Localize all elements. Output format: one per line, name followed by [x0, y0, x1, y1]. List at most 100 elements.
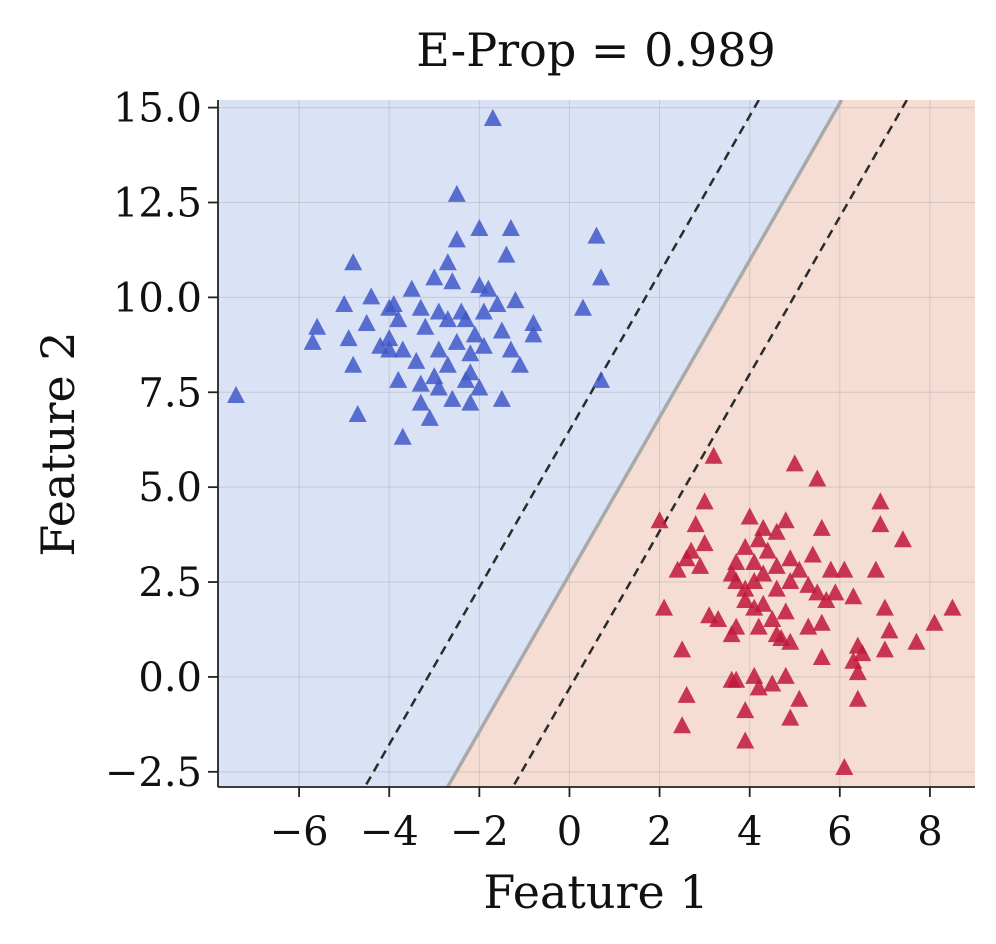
- red-triangle-point: [695, 492, 714, 510]
- blue-triangle-point: [380, 329, 399, 347]
- x-tick-label: 4: [737, 809, 762, 855]
- blue-triangle-point: [479, 279, 498, 297]
- red-triangle-point: [785, 454, 804, 472]
- x-tick-label: −4: [360, 809, 419, 855]
- x-tick-label: 6: [827, 809, 852, 855]
- blue-triangle-point: [303, 332, 322, 350]
- blue-triangle-point: [357, 313, 376, 331]
- red-triangle-point: [812, 518, 831, 536]
- blue-triangle-point: [344, 355, 363, 373]
- blue-triangle-point: [407, 351, 426, 369]
- red-triangle-point: [875, 640, 894, 658]
- red-triangle-point: [844, 587, 863, 605]
- blue-triangle-point: [456, 310, 475, 328]
- red-triangle-point: [686, 515, 705, 533]
- red-triangle-point: [736, 537, 755, 555]
- blue-triangle-point: [380, 340, 399, 358]
- blue-triangle-point: [344, 253, 363, 271]
- y-tick-label: −2.5: [105, 750, 202, 796]
- red-triangle-point: [808, 583, 827, 601]
- y-tick-label: 12.5: [113, 180, 202, 226]
- red-triangle-point: [767, 579, 786, 597]
- red-triangle-point: [650, 511, 669, 529]
- x-tick-label: −2: [450, 809, 509, 855]
- chart-title: E-Prop = 0.989: [416, 23, 776, 77]
- blue-triangle-point: [420, 408, 439, 426]
- red-triangle-point: [691, 556, 710, 574]
- red-triangle-point: [821, 560, 840, 578]
- blue-triangle-point: [443, 272, 462, 290]
- y-tick-label: 7.5: [138, 370, 202, 416]
- blue-triangle-point: [465, 325, 484, 343]
- blue-triangle-point: [447, 184, 466, 202]
- red-triangle-point: [709, 609, 728, 627]
- y-tick-label: 0.0: [138, 655, 202, 701]
- data-points: [227, 108, 962, 776]
- blue-triangle-point: [335, 294, 354, 312]
- x-tick-label: 8: [917, 809, 942, 855]
- blue-triangle-point: [573, 298, 592, 316]
- red-triangle-point: [736, 591, 755, 609]
- red-triangle-point: [704, 446, 723, 464]
- blue-triangle-point: [362, 287, 381, 305]
- grid: [218, 100, 975, 787]
- x-tick-label: 2: [647, 809, 672, 855]
- blue-triangle-point: [411, 374, 430, 392]
- blue-triangle-point: [456, 370, 475, 388]
- x-axis-ticks: −6 −4 −2 0 2 4 6 8: [270, 787, 943, 855]
- blue-triangle-point: [389, 370, 408, 388]
- red-triangle-point: [893, 530, 912, 548]
- red-triangle-point: [763, 609, 782, 627]
- blue-triangle-point: [483, 108, 502, 126]
- y-tick-label: 5.0: [138, 465, 202, 511]
- blue-triangle-point: [461, 344, 480, 362]
- blue-triangle-point: [592, 268, 611, 286]
- blue-triangle-point: [492, 389, 511, 407]
- red-triangle-point: [740, 507, 759, 525]
- red-triangle-point: [812, 613, 831, 631]
- red-triangle-point: [781, 572, 800, 590]
- red-triangle-point: [776, 511, 795, 529]
- red-triangle-point: [736, 579, 755, 597]
- upper-margin-line: [363, 100, 760, 787]
- blue-triangle-point: [492, 321, 511, 339]
- red-triangle-point: [880, 621, 899, 639]
- blue-triangle-point: [411, 298, 430, 316]
- red-triangle-point: [871, 492, 890, 510]
- blue-triangle-point: [524, 313, 543, 331]
- red-triangle-point: [826, 583, 845, 601]
- blue-triangle-point: [470, 378, 489, 396]
- blue-triangle-point: [438, 310, 457, 328]
- blue-triangle-point: [501, 340, 520, 358]
- blue-triangle-point: [393, 427, 412, 445]
- red-triangle-point: [695, 534, 714, 552]
- red-triangle-point: [835, 560, 854, 578]
- red-triangle-point: [776, 602, 795, 620]
- red-triangle-point: [677, 685, 696, 703]
- red-triangle-point: [722, 625, 741, 643]
- red-triangle-point: [790, 689, 809, 707]
- red-triangle-point: [745, 553, 764, 571]
- red-triangle-point: [749, 617, 768, 635]
- red-triangle-point: [790, 560, 809, 578]
- blue-triangle-point: [411, 393, 430, 411]
- red-triangle-point: [673, 640, 692, 658]
- axes: [217, 100, 975, 788]
- blue-triangle-point: [501, 219, 520, 237]
- red-triangle-point: [727, 572, 746, 590]
- red-triangle-point: [848, 663, 867, 681]
- red-triangle-point: [853, 644, 872, 662]
- blue-triangle-point: [402, 279, 421, 297]
- blue-triangle-point: [438, 253, 457, 271]
- red-triangle-point: [799, 575, 818, 593]
- x-tick-label: 0: [557, 809, 582, 855]
- red-triangle-point: [727, 670, 746, 688]
- blue-triangle-point: [429, 378, 448, 396]
- y-axis-ticks: −2.5 0.0 2.5 5.0 7.5 10.0 12.5 15.0: [105, 86, 218, 796]
- red-triangle-point: [749, 530, 768, 548]
- red-triangle-point: [754, 564, 773, 582]
- red-triangle-point: [673, 716, 692, 734]
- blue-triangle-point: [308, 317, 327, 335]
- lower-margin-line: [511, 100, 908, 787]
- red-triangle-point: [763, 674, 782, 692]
